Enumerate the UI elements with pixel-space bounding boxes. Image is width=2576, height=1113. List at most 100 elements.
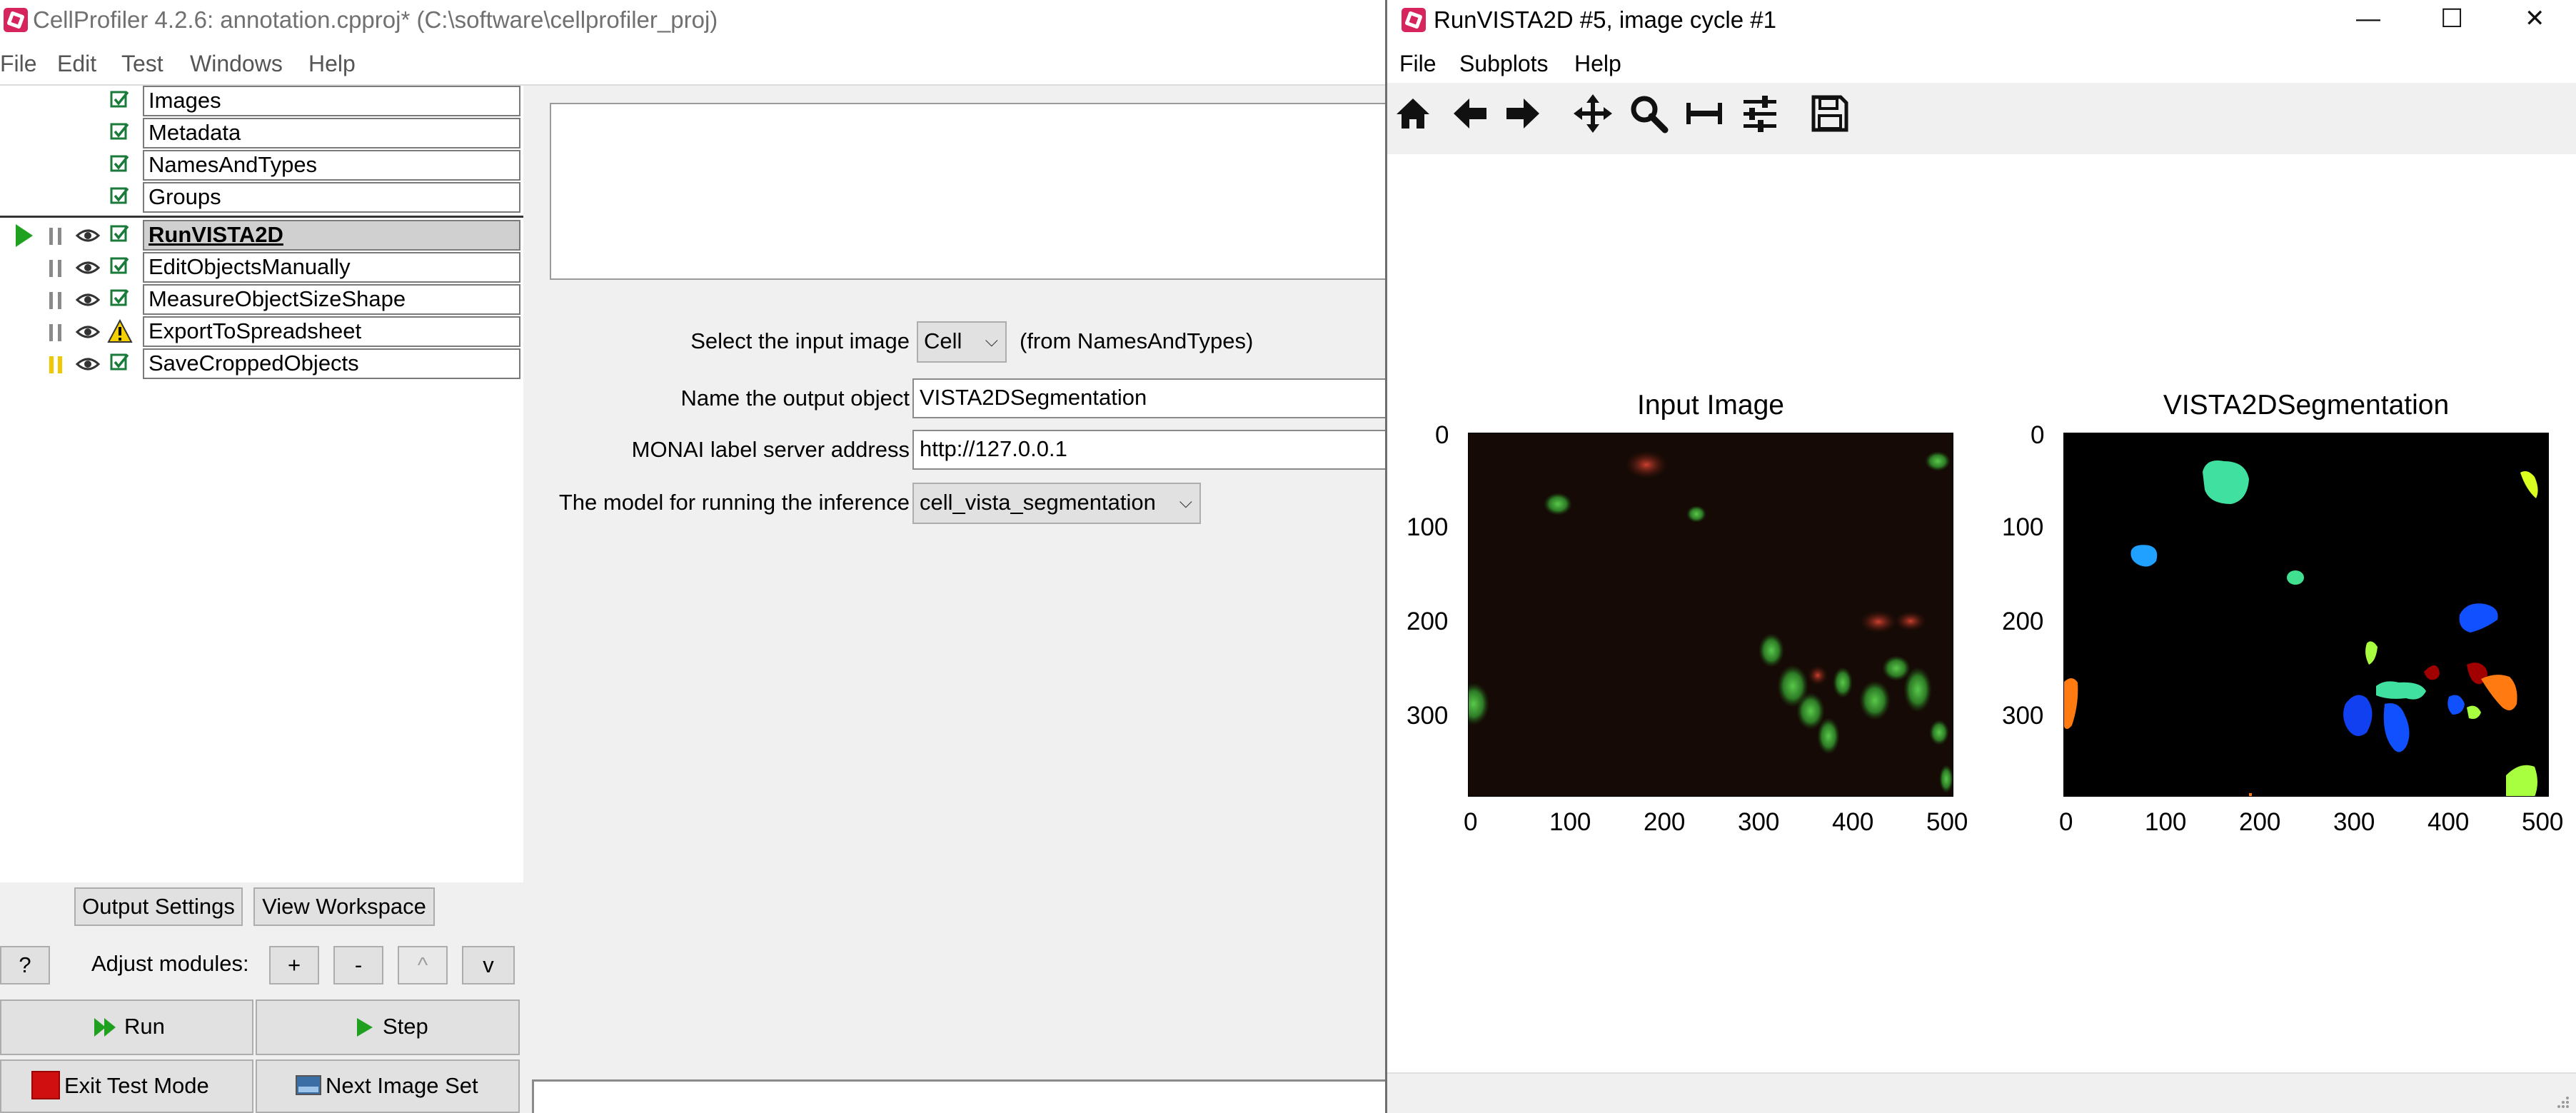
current-module-play-icon <box>16 224 33 247</box>
menu-help[interactable]: Help <box>308 51 356 76</box>
menu-bar: File Edit Test Windows Help <box>0 41 1385 84</box>
enabled-check-icon[interactable] <box>109 154 129 174</box>
output-object-field[interactable]: VISTA2DSegmentation <box>912 378 1391 418</box>
next-image-set-button[interactable]: Next Image Set <box>256 1059 520 1113</box>
close-icon[interactable]: ✕ <box>2525 5 2545 32</box>
module-row-measureobjectsizeshape[interactable]: MeasureObjectSizeShape <box>0 284 523 316</box>
model-label: The model for running the inference <box>558 490 910 515</box>
module-notes-textarea[interactable] <box>550 103 1392 280</box>
input-image-source: (from NamesAndTypes) <box>1020 328 1254 353</box>
module-name[interactable]: Metadata <box>143 118 520 148</box>
eye-icon[interactable] <box>76 323 100 341</box>
module-name[interactable]: MeasureObjectSizeShape <box>143 284 520 315</box>
step-label: Step <box>383 1014 428 1039</box>
figure-menu-file[interactable]: File <box>1399 51 1437 76</box>
module-row-runvista2d[interactable]: RunVISTA2D <box>0 220 523 252</box>
menu-windows[interactable]: Windows <box>190 51 283 76</box>
eye-icon[interactable] <box>76 227 100 244</box>
paused-yellow-icon[interactable] <box>47 355 64 375</box>
enabled-check-icon[interactable] <box>109 90 129 110</box>
input-image-value: Cell <box>924 328 962 353</box>
eye-icon[interactable] <box>76 259 100 276</box>
module-row-namesandtypes[interactable]: NamesAndTypes <box>0 150 523 182</box>
home-icon[interactable] <box>1392 93 1434 134</box>
module-name[interactable]: EditObjectsManually <box>143 252 520 283</box>
menu-file[interactable]: File <box>0 51 37 76</box>
resize-grip-icon[interactable] <box>2552 1092 2570 1109</box>
step-button[interactable]: Step <box>256 999 520 1055</box>
menu-test[interactable]: Test <box>121 51 163 76</box>
y-tick: 300 <box>2002 702 2044 730</box>
status-field <box>532 1079 1389 1113</box>
pause-icon[interactable] <box>47 323 64 343</box>
cellprofiler-titlebar <box>0 0 1385 40</box>
forward-arrow-icon[interactable] <box>1502 93 1544 134</box>
window-title: CellProfiler 4.2.6: annotation.cpproj* (… <box>33 6 718 33</box>
input-image-select[interactable]: Cell ⌵ <box>917 321 1007 363</box>
move-up-button[interactable]: ^ <box>398 946 448 984</box>
image-set-icon <box>296 1075 321 1095</box>
y-tick: 100 <box>1407 513 1449 541</box>
module-name[interactable]: NamesAndTypes <box>143 150 520 181</box>
module-row-metadata[interactable]: Metadata <box>0 118 523 150</box>
help-button[interactable]: ? <box>0 946 50 984</box>
configure-icon[interactable] <box>1739 93 1781 134</box>
enabled-check-icon[interactable] <box>109 224 129 244</box>
server-address-field[interactable]: http://127.0.0.1 <box>912 430 1391 470</box>
module-row-savecroppedobjects[interactable]: SaveCroppedObjects <box>0 348 523 381</box>
segmentation-plot[interactable] <box>2063 433 2549 797</box>
subplots-adjust-icon[interactable] <box>1684 93 1725 134</box>
figure-menu-subplots[interactable]: Subplots <box>1459 51 1549 76</box>
x-tick: 500 <box>1926 808 1968 836</box>
eye-icon[interactable] <box>76 291 100 308</box>
module-row-editobjectsmanually[interactable]: EditObjectsManually <box>0 252 523 284</box>
output-settings-button[interactable]: Output Settings <box>74 887 243 926</box>
eye-icon[interactable] <box>76 356 100 373</box>
enabled-check-icon[interactable] <box>109 186 129 206</box>
x-tick: 0 <box>2059 808 2073 836</box>
module-name[interactable]: ExportToSpreadsheet <box>143 316 520 347</box>
zoom-icon[interactable] <box>1628 93 1669 134</box>
figure-menu-bar: File Subplots Help <box>1387 41 2576 83</box>
warning-icon[interactable] <box>107 319 133 343</box>
figure-toolbar <box>1387 83 2576 154</box>
back-arrow-icon[interactable] <box>1449 93 1491 134</box>
pause-icon[interactable] <box>47 291 64 311</box>
pan-icon[interactable] <box>1572 93 1614 134</box>
x-tick: 300 <box>2333 808 2375 836</box>
run-label: Run <box>124 1014 165 1039</box>
module-row-exporttospreadsheet[interactable]: ExportToSpreadsheet <box>0 316 523 348</box>
figure-title: RunVISTA2D #5, image cycle #1 <box>1434 6 1776 33</box>
maximize-icon[interactable]: ☐ <box>2440 4 2464 33</box>
menu-edit[interactable]: Edit <box>57 51 97 76</box>
input-image-plot[interactable] <box>1468 433 1953 797</box>
x-tick: 100 <box>1549 808 1591 836</box>
move-down-button[interactable]: v <box>462 946 515 984</box>
module-row-images[interactable]: Images <box>0 86 523 118</box>
remove-module-button[interactable]: - <box>333 946 383 984</box>
y-tick: 0 <box>2031 421 2045 449</box>
minimize-icon[interactable]: — <box>2356 5 2380 32</box>
enabled-check-icon[interactable] <box>109 288 129 308</box>
enabled-check-icon[interactable] <box>109 353 129 373</box>
view-workspace-button[interactable]: View Workspace <box>253 887 435 926</box>
enabled-check-icon[interactable] <box>109 122 129 142</box>
module-row-groups[interactable]: Groups <box>0 182 523 214</box>
figure-menu-help[interactable]: Help <box>1574 51 1621 76</box>
pause-icon[interactable] <box>47 226 64 246</box>
exit-test-mode-button[interactable]: Exit Test Mode <box>0 1059 253 1113</box>
module-name[interactable]: Groups <box>143 182 520 213</box>
model-select[interactable]: cell_vista_segmentation ⌵ <box>912 483 1201 524</box>
run-button[interactable]: Run <box>0 999 253 1055</box>
pause-icon[interactable] <box>47 258 64 278</box>
chevron-down-icon: ⌵ <box>985 331 998 351</box>
x-tick: 400 <box>1832 808 1874 836</box>
add-module-button[interactable]: + <box>269 946 319 984</box>
module-name[interactable]: SaveCroppedObjects <box>143 348 520 379</box>
input-image-axes-frame <box>1468 433 1953 797</box>
module-name[interactable]: Images <box>143 86 520 116</box>
save-icon[interactable] <box>1809 93 1851 134</box>
x-tick: 500 <box>2522 808 2564 836</box>
module-name[interactable]: RunVISTA2D <box>143 220 520 251</box>
enabled-check-icon[interactable] <box>109 256 129 276</box>
